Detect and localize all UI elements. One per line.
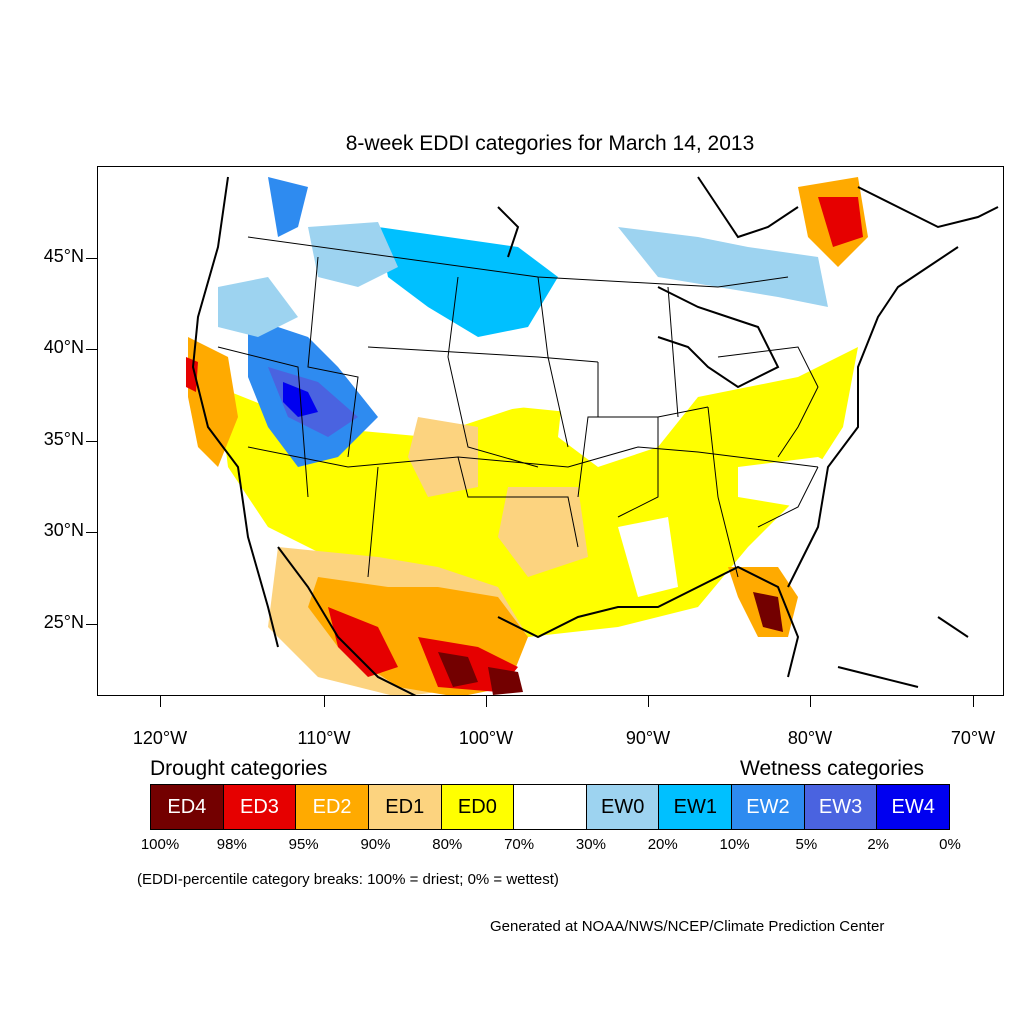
region-ew0-north: [308, 222, 398, 287]
eddi-map: [186, 176, 999, 695]
percentile-label: 95%: [288, 836, 319, 853]
legend-cell-ew2: EW2: [732, 785, 805, 829]
legend-cell-ed4: ED4: [151, 785, 224, 829]
lon-tick-120: [160, 696, 161, 707]
region-ew1-north: [378, 227, 558, 337]
region-ed4-florida: [753, 592, 783, 632]
legend-cell-ew1: EW1: [659, 785, 733, 829]
legend-colorbar: ED4 ED3 ED2 ED1 ED0 EW0 EW1 EW2 EW3 EW4: [150, 784, 950, 830]
percentile-label: 30%: [575, 836, 606, 853]
percentile-label: 0%: [939, 836, 961, 853]
lon-label-110: 110°W: [297, 728, 351, 748]
legend-cell-ed2: ED2: [296, 785, 369, 829]
map-title: 8-week EDDI categories for March 14, 201…: [345, 132, 755, 155]
legend-cell-ed3: ED3: [223, 785, 297, 829]
state-boundaries: [217, 236, 819, 578]
percentile-label: 90%: [360, 836, 391, 853]
drought-heading: Drought categories: [150, 757, 328, 780]
percentile-label: 98%: [216, 836, 247, 853]
lon-label-70: 70°W: [950, 728, 996, 748]
percentile-label: 100%: [140, 836, 180, 853]
percentile-label: 70%: [504, 836, 535, 853]
lat-label-40: 40°N: [43, 337, 84, 357]
lat-label-45: 45°N: [43, 246, 84, 266]
percentile-label: 20%: [647, 836, 678, 853]
wetness-heading: Wetness categories: [740, 757, 925, 780]
region-neutral-midwest: [558, 347, 698, 467]
lat-tick-35: [86, 441, 97, 442]
region-ed1-texas-north: [408, 417, 478, 497]
lon-tick-70: [973, 696, 974, 707]
region-ew0-west: [218, 277, 298, 337]
percentile-label: 10%: [719, 836, 750, 853]
legend-cell-ed1: ED1: [368, 785, 442, 829]
lat-tick-25: [86, 624, 97, 625]
legend-cell-ew4: EW4: [877, 785, 950, 829]
credit-line: Generated at NOAA/NWS/NCEP/Climate Predi…: [490, 918, 885, 935]
lat-tick-30: [86, 532, 97, 533]
coastlines: [191, 176, 999, 695]
region-ed3-mexico: [328, 607, 398, 677]
legend-cell-neutral: [514, 785, 587, 829]
region-neutral-delta: [618, 517, 678, 597]
lat-tick-45: [86, 258, 97, 259]
lat-tick-40: [86, 349, 97, 350]
lat-label-35: 35°N: [43, 429, 84, 449]
map-plot-area: [97, 166, 1004, 696]
region-ed1-plains: [498, 487, 588, 577]
region-ew2-northwest: [268, 177, 308, 237]
lat-label-25: 25°N: [43, 612, 84, 632]
percentile-label: 5%: [795, 836, 818, 853]
region-ed4-rio: [488, 667, 523, 695]
lon-label-90: 90°W: [625, 728, 671, 748]
region-ed3-maine: [818, 197, 863, 247]
region-ed2-california: [188, 337, 238, 467]
lon-label-120: 120°W: [132, 728, 188, 748]
lon-tick-90: [648, 696, 649, 707]
lon-label-100: 100°W: [458, 728, 514, 748]
legend-cell-ew3: EW3: [804, 785, 878, 829]
lon-tick-100: [486, 696, 487, 707]
lat-label-30: 30°N: [43, 520, 84, 540]
lon-tick-80: [810, 696, 811, 707]
legend-cell-ew0: EW0: [586, 785, 660, 829]
category-note: (EDDI-percentile category breaks: 100% =…: [137, 871, 559, 888]
region-ew0-greatlakes: [618, 227, 828, 307]
lon-label-80: 80°W: [787, 728, 833, 748]
region-ed4-texas: [438, 652, 478, 687]
percentile-label: 2%: [867, 836, 890, 853]
percentile-label: 80%: [432, 836, 463, 853]
lon-tick-110: [324, 696, 325, 707]
region-ed3-california: [186, 357, 198, 392]
legend-cell-ed0: ED0: [441, 785, 515, 829]
